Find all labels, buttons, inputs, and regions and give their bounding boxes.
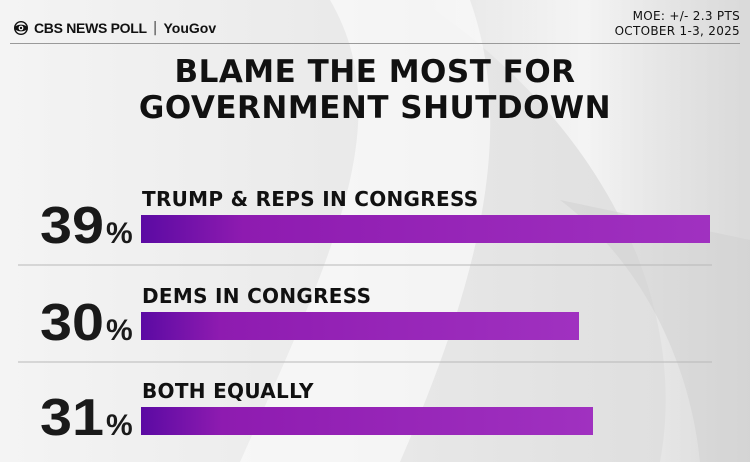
percent-sign: % bbox=[106, 409, 133, 442]
poll-dates: OCTOBER 1-3, 2025 bbox=[614, 24, 740, 38]
category-label: TRUMP & REPS IN CONGRESS bbox=[142, 187, 478, 211]
chart-title-line-1: BLAME THE MOST FOR bbox=[174, 54, 576, 90]
percent-sign: % bbox=[106, 314, 133, 347]
chart-title-line-2: GOVERNMENT SHUTDOWN bbox=[138, 90, 612, 126]
chart-title: BLAME THE MOST FOR GOVERNMENT SHUTDOWN bbox=[0, 54, 750, 126]
header: CBS NEWS POLL | YouGov MOE: +/- 2.3 PTS … bbox=[10, 9, 740, 43]
bar bbox=[141, 215, 710, 243]
category-label: DEMS IN CONGRESS bbox=[142, 284, 371, 308]
brand-separator: | bbox=[152, 20, 158, 36]
header-divider bbox=[10, 43, 740, 44]
partner-name: YouGov bbox=[163, 20, 217, 36]
margin-of-error: MOE: +/- 2.3 PTS bbox=[632, 9, 740, 23]
value-label: 30 bbox=[40, 294, 104, 352]
cbs-eye-icon bbox=[14, 21, 28, 35]
value-label: 39 bbox=[40, 197, 104, 255]
bar bbox=[141, 407, 593, 435]
percent-sign: % bbox=[106, 217, 133, 250]
category-label: BOTH EQUALLY bbox=[142, 379, 314, 403]
bar bbox=[141, 312, 579, 340]
brand-name: CBS NEWS POLL bbox=[34, 20, 147, 36]
brand: CBS NEWS POLL | YouGov bbox=[14, 20, 216, 36]
value-label: 31 bbox=[40, 389, 104, 447]
poll-meta: MOE: +/- 2.3 PTS OCTOBER 1-3, 2025 bbox=[615, 9, 740, 39]
